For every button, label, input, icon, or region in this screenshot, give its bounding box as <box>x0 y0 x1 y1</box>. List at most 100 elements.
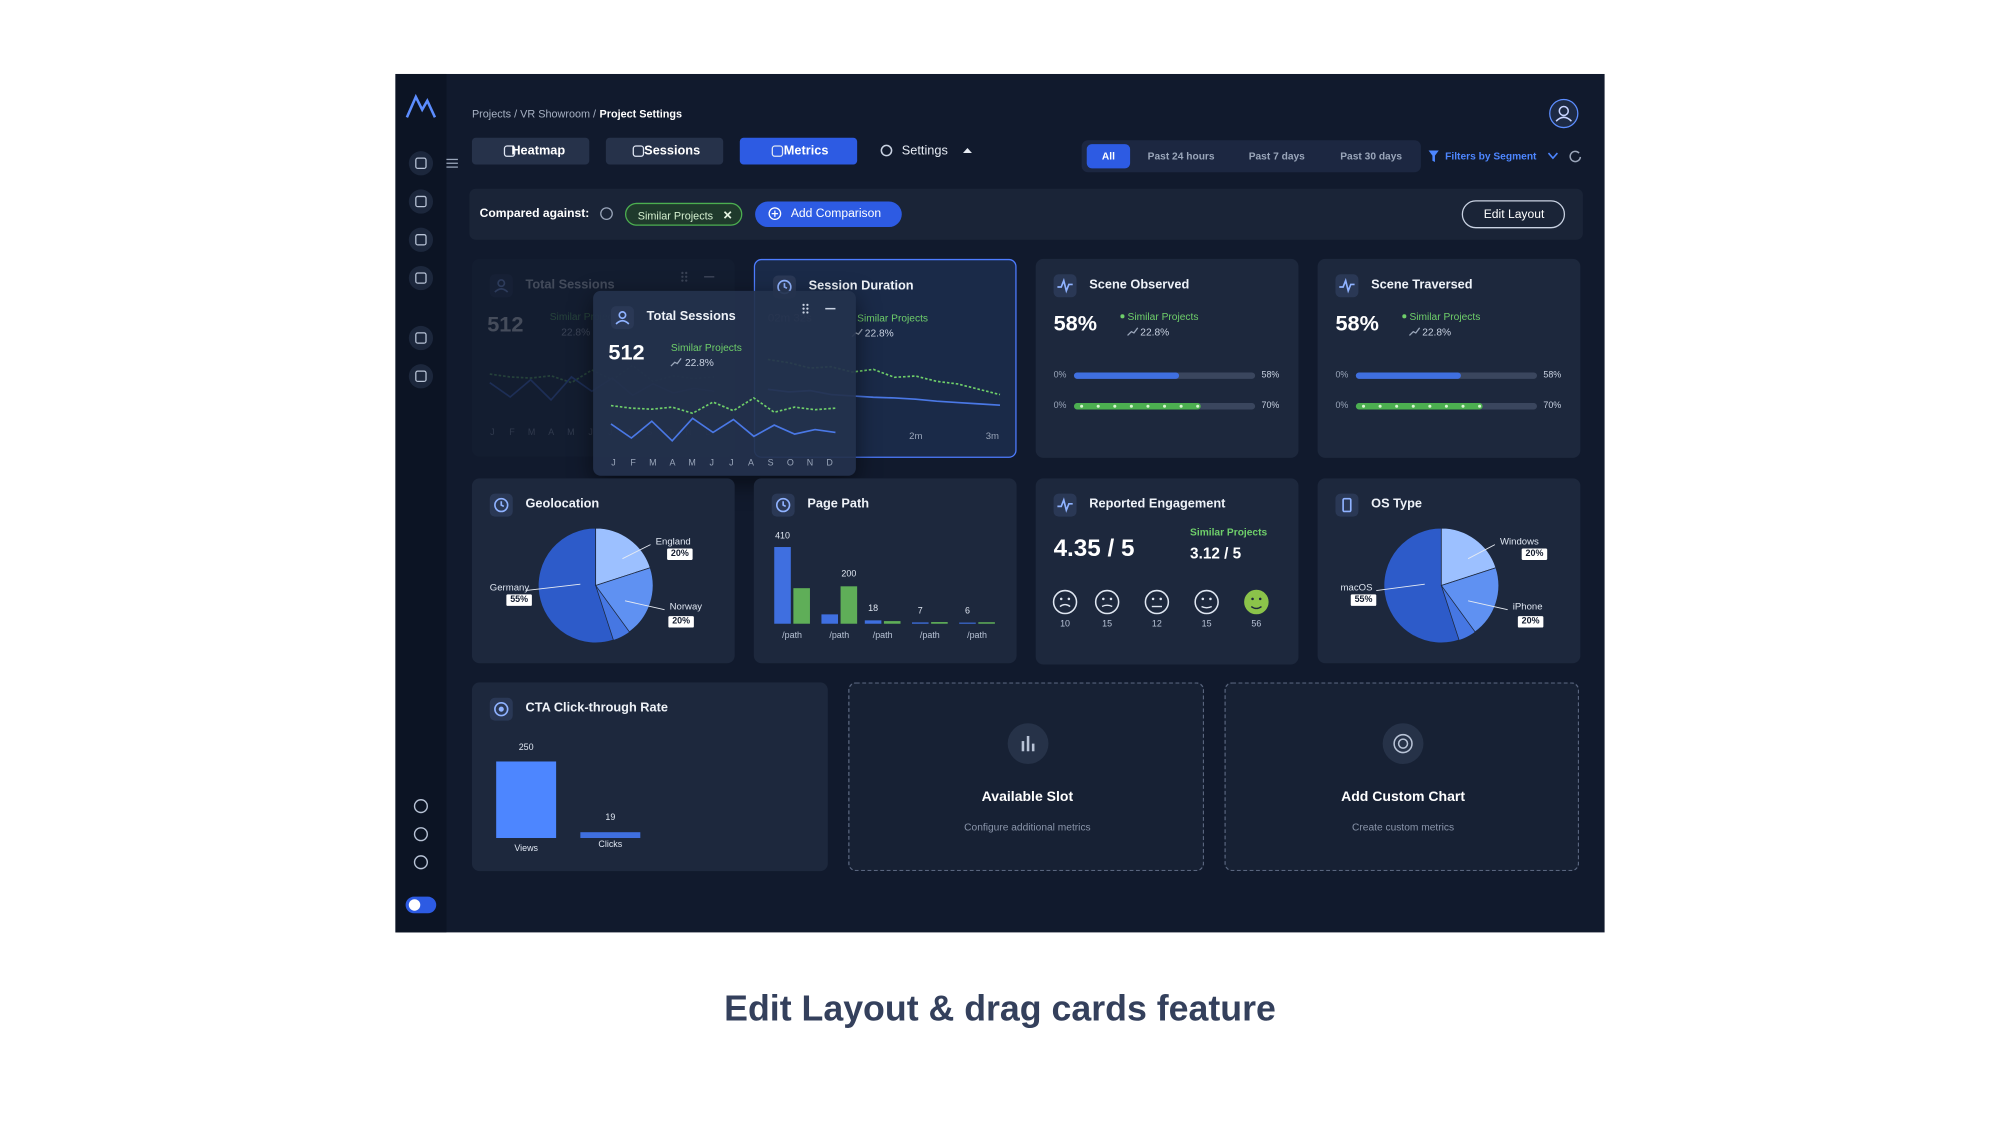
graphic <box>408 189 434 214</box>
face-eye <box>1067 597 1071 601</box>
rating-count: 10 <box>1060 619 1071 629</box>
nav-icon <box>413 827 428 842</box>
month-label: A <box>669 458 676 468</box>
settings-icon <box>880 144 893 157</box>
month-label: J <box>490 428 495 438</box>
pie-slice <box>537 527 614 644</box>
month-label: J <box>729 458 734 468</box>
pie-slice <box>595 567 654 633</box>
card-title: Total Sessions <box>525 277 615 292</box>
graphic <box>408 227 434 252</box>
slot-glyph <box>1031 743 1034 752</box>
cta-bar <box>496 761 557 839</box>
card-title: Geolocation <box>525 497 600 512</box>
card-title: Scene Observed <box>1089 277 1190 292</box>
refresh-icon <box>1569 150 1582 163</box>
drag-handle <box>802 307 805 310</box>
score: 4.35 / 5 <box>1053 535 1135 563</box>
slot-title: Available Slot <box>981 789 1074 806</box>
compare-label: Similar Projects <box>1409 311 1481 323</box>
axis-label: 2m <box>909 430 923 442</box>
graphic <box>600 207 613 221</box>
graphic <box>408 364 434 389</box>
graphic <box>1127 327 1139 336</box>
bar-dot <box>1411 404 1415 408</box>
bar-primary <box>774 547 791 624</box>
filter-icon <box>1428 150 1439 162</box>
bar-value: 410 <box>775 531 790 541</box>
face-mouth <box>1059 603 1071 608</box>
card-title: Reported Engagement <box>1089 497 1226 512</box>
card-title: OS Type <box>1371 497 1422 512</box>
graphic <box>408 151 434 176</box>
bar-start: 0% <box>1053 401 1067 411</box>
graphic <box>496 761 641 839</box>
time-filter[interactable]: Past 7 days <box>1248 150 1305 163</box>
graphic <box>1355 403 1537 410</box>
graphic <box>1053 493 1077 517</box>
icon <box>615 319 630 325</box>
slice-name: macOS <box>1340 582 1373 594</box>
edit-layout[interactable]: Edit Layout <box>1461 200 1566 229</box>
bar-category: Views <box>514 843 538 853</box>
graphic <box>413 799 428 814</box>
card: OS Type macOS 55% Windows 20% iPhone 20% <box>1317 478 1581 664</box>
bar-dot <box>1461 404 1465 408</box>
month-label: O <box>786 458 794 468</box>
graphic <box>681 271 715 282</box>
graphic <box>489 493 513 517</box>
drag-handle <box>681 271 684 275</box>
tab-icon <box>632 145 645 157</box>
month-label: J <box>611 458 616 468</box>
time-filter[interactable]: Past 30 days <box>1340 150 1403 163</box>
rating-count: 56 <box>1251 619 1262 629</box>
slice-badge: 20% <box>668 616 694 628</box>
tab[interactable]: Metrics <box>739 137 858 165</box>
month-label: M <box>688 458 696 468</box>
month-label: J <box>709 458 714 468</box>
face-eye <box>1251 597 1254 601</box>
settings-menu[interactable]: Settings <box>901 143 948 158</box>
bar-fill <box>1073 372 1180 379</box>
rating-face <box>1194 589 1219 615</box>
tab[interactable]: Sessions <box>605 137 724 165</box>
tab-icon <box>771 145 784 157</box>
nav-icon <box>408 364 434 389</box>
graphic <box>1007 723 1048 765</box>
tab[interactable]: Heatmap <box>471 137 590 165</box>
drag-handle <box>802 303 805 306</box>
bar-value: 200 <box>841 570 857 580</box>
add-comparison[interactable]: Add Comparison <box>755 201 902 228</box>
pie-slice <box>595 527 651 586</box>
graphic <box>802 303 836 314</box>
time-filter[interactable]: All <box>1101 150 1115 163</box>
month-label: M <box>527 428 536 438</box>
bar-category: /path <box>872 630 893 640</box>
add-icon <box>771 210 779 217</box>
graphic <box>768 207 782 221</box>
segment-filter[interactable]: Filters by Segment <box>1445 150 1537 163</box>
graphic <box>771 493 795 517</box>
time-filter[interactable]: Past 24 hours <box>1147 150 1215 163</box>
graphic <box>771 145 784 157</box>
breadcrumb: Projects / VR Showroom / <box>471 106 597 120</box>
empty-slot[interactable]: Available Slot Configure additional metri… <box>848 682 1205 872</box>
bar-value: 19 <box>605 813 616 823</box>
comparison-chip[interactable]: Similar Projects <box>624 202 743 226</box>
graphic <box>1549 98 1579 129</box>
compare-change: 22.8% <box>1140 326 1170 339</box>
month-label: A <box>748 458 754 468</box>
bar-fill <box>1073 403 1201 410</box>
sidebar <box>395 73 447 933</box>
bar-end: 70% <box>1543 401 1562 411</box>
month-label: F <box>630 458 636 468</box>
bar-dot <box>1395 404 1399 408</box>
compare-label: Similar Projects <box>670 341 742 354</box>
graphic <box>1402 314 1407 319</box>
add-icon <box>768 207 782 221</box>
stat-value: 58% <box>1335 311 1379 337</box>
bar-secondary <box>931 622 948 624</box>
icon <box>1342 497 1352 513</box>
compare-change: 22.8% <box>864 327 894 340</box>
empty-slot[interactable]: Add Custom Chart Create custom metrics <box>1224 682 1580 872</box>
